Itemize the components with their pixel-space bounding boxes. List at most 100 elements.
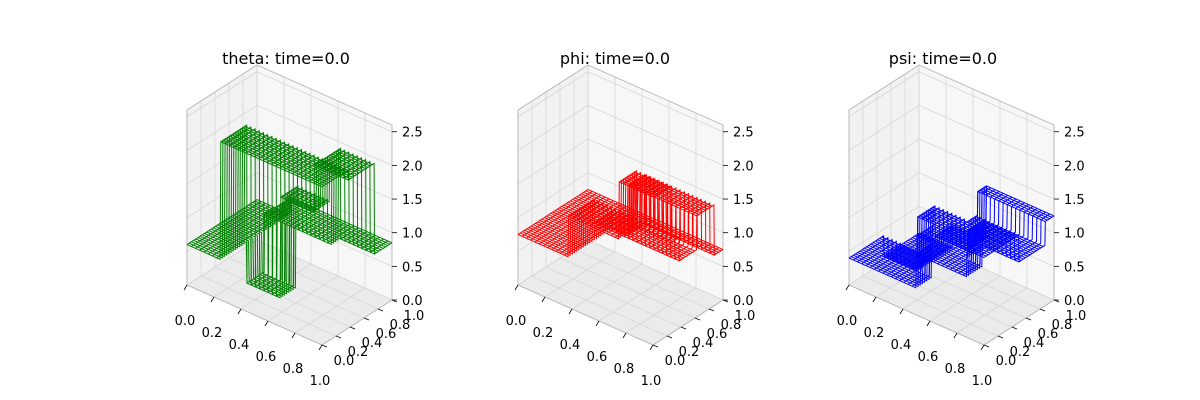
x-tick-label: 0.0 [837, 314, 858, 329]
gridline-floor-x [625, 287, 697, 334]
wire-line [597, 179, 669, 238]
x-tick-label: 0.2 [533, 326, 554, 341]
x-tick-label: 0.2 [864, 326, 885, 341]
x-tick-label: 0.8 [945, 362, 966, 377]
wire-line [199, 204, 271, 251]
z-tick-label: 0.0 [733, 294, 754, 309]
wire-line [521, 190, 593, 237]
y-tick-label: 0.0 [334, 354, 355, 369]
wire-line [250, 137, 321, 298]
gridline-left-z [848, 172, 920, 219]
wire-line [861, 238, 932, 265]
panel-1: phi: time=0.00.00.20.40.60.81.00.00.20.4… [506, 49, 756, 389]
wire-line [937, 194, 1008, 265]
x-tick-mark [926, 320, 931, 327]
pane-edge [918, 64, 1055, 126]
wire-line [920, 187, 992, 257]
y-tick-label: 0.8 [390, 318, 411, 333]
z-tick-label: 2.0 [1064, 159, 1085, 174]
wire-line [321, 162, 393, 255]
x-tick-mark [514, 284, 519, 291]
x-tick-mark [899, 308, 904, 315]
y-tick-mark [1039, 308, 1046, 312]
gridline-left-z [186, 172, 258, 219]
x-tick-mark [237, 308, 242, 315]
gridline-back-z [256, 105, 393, 166]
floor-pane [187, 240, 392, 345]
x-tick-mark [980, 344, 985, 351]
y-tick-label: 0.6 [1038, 327, 1059, 342]
x-tick-mark [953, 332, 958, 339]
gridline-left-z [848, 206, 920, 252]
y-tick-label: 1.0 [404, 309, 425, 324]
y-tick-mark [363, 317, 370, 321]
wire-line [559, 207, 631, 254]
x-tick-label: 0.6 [587, 350, 608, 365]
y-tick-mark [652, 344, 659, 348]
wire-line [878, 245, 949, 272]
x-tick-label: 1.0 [972, 374, 993, 389]
z-tick-label: 2.5 [733, 126, 754, 141]
y-tick-mark [708, 308, 715, 312]
x-tick-mark [541, 296, 546, 303]
wire-line [869, 242, 941, 268]
wire-line [517, 189, 589, 235]
gridline-floor-y [200, 275, 337, 337]
pane-edge [983, 299, 1055, 346]
x-tick-label: 0.4 [229, 338, 250, 353]
z-tick-label: 1.0 [402, 227, 423, 242]
x-tick-label: 1.0 [310, 374, 331, 389]
y-tick-label: 0.4 [693, 336, 714, 351]
x-tick-label: 0.6 [256, 350, 277, 365]
x-tick-mark [872, 296, 877, 303]
wire-line [852, 234, 924, 261]
y-tick-mark [694, 317, 701, 321]
x-tick-label: 0.2 [202, 326, 223, 341]
wire-line [526, 192, 597, 239]
z-tick-label: 0.0 [1064, 294, 1085, 309]
y-tick-mark [666, 335, 673, 339]
pane-edge [848, 284, 985, 346]
gridline-floor-x [956, 287, 1028, 334]
pane-edge [517, 64, 589, 111]
pane-edge [652, 299, 724, 346]
wire-line [975, 211, 1046, 260]
x-tick-label: 0.8 [283, 362, 304, 377]
z-tick-label: 0.5 [1064, 260, 1085, 275]
y-tick-mark [377, 308, 384, 312]
wire-line [648, 183, 720, 260]
wire-line [555, 205, 627, 252]
y-tick-label: 0.8 [721, 318, 742, 333]
y-tick-mark [321, 344, 328, 348]
gridline-left-z [517, 105, 589, 151]
wire-line [551, 204, 623, 250]
y-tick-mark [1011, 326, 1018, 330]
surface-wireframe [517, 169, 724, 262]
gridline-floor-x [544, 251, 616, 298]
y-tick-label: 0.0 [665, 354, 686, 369]
gridline-left-z [848, 105, 920, 151]
gridline-left-z [186, 71, 258, 118]
z-tick-label: 2.5 [1064, 126, 1085, 141]
gridline-floor-x [571, 263, 643, 310]
z-tick-label: 0.5 [733, 260, 754, 275]
pane-edge [848, 64, 920, 111]
gridline-floor-y [545, 266, 682, 328]
wire-line [190, 201, 262, 247]
y-tick-label: 0.6 [707, 327, 728, 342]
gridline-back-z [918, 138, 1055, 200]
z-tick-label: 1.0 [1064, 227, 1085, 242]
gridline-back-z [587, 239, 724, 301]
wire-line [966, 207, 1038, 256]
surface-wireframe [848, 185, 1055, 289]
wire-line [543, 200, 614, 247]
y-tick-label: 1.0 [735, 309, 756, 324]
wire-line [534, 196, 606, 243]
wire-line [928, 191, 1000, 261]
x-tick-mark [210, 296, 215, 303]
gridline-left-z [517, 71, 589, 118]
gridline-left-z [186, 105, 258, 151]
gridline-floor-x [267, 275, 339, 322]
x-tick-mark [845, 284, 850, 291]
y-tick-label: 0.2 [1010, 345, 1031, 360]
